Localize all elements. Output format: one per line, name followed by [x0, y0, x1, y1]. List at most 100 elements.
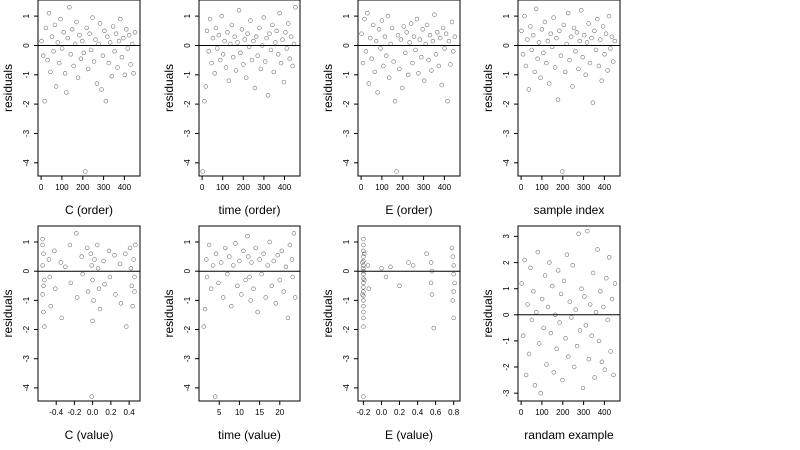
data-point: [209, 60, 214, 66]
data-point: [582, 294, 587, 299]
data-point: [359, 31, 364, 36]
data-point: [237, 258, 242, 264]
x-tick-label: 0: [359, 183, 364, 192]
data-point: [599, 359, 605, 364]
y-tick-label: -2: [342, 325, 351, 333]
data-point: [254, 34, 259, 39]
y-axis-title: residuals: [1, 64, 15, 112]
data-point: [85, 66, 91, 72]
data-point: [451, 263, 456, 268]
data-point: [411, 34, 417, 39]
data-point: [361, 315, 366, 321]
data-point: [583, 323, 589, 328]
y-tick-label: -3: [183, 129, 192, 137]
data-point: [379, 18, 385, 23]
data-point: [574, 343, 580, 349]
data-point: [107, 40, 113, 45]
data-point: [580, 54, 585, 60]
data-point: [200, 169, 205, 174]
data-point: [570, 84, 575, 89]
data-point: [203, 84, 209, 89]
data-point: [534, 310, 539, 315]
data-point: [84, 25, 89, 31]
data-point: [231, 263, 236, 268]
data-point: [40, 263, 45, 268]
data-point: [541, 325, 546, 331]
data-point: [131, 71, 136, 76]
data-point: [84, 245, 90, 251]
data-point: [362, 251, 367, 256]
data-point: [67, 242, 73, 248]
data-point: [561, 278, 567, 284]
data-point: [548, 330, 554, 336]
y-axis-title: residuals: [1, 289, 15, 337]
data-point: [522, 257, 527, 263]
data-point: [233, 241, 238, 246]
data-point: [596, 63, 601, 69]
data-point: [64, 90, 69, 95]
y-tick-label: -4: [342, 384, 351, 392]
data-point: [239, 292, 244, 297]
data-point: [226, 78, 232, 83]
data-point: [436, 63, 441, 69]
data-point: [225, 271, 230, 277]
y-axis-title: residuals: [481, 289, 495, 337]
data-point: [125, 46, 130, 51]
y-tick-label: -1: [502, 337, 511, 345]
data-point: [451, 49, 456, 54]
data-point: [426, 57, 431, 63]
data-point: [89, 263, 94, 268]
data-point: [576, 231, 581, 237]
data-point: [580, 385, 586, 391]
x-tick-label: -0.4: [49, 408, 63, 417]
data-point: [361, 324, 366, 329]
data-point: [592, 375, 597, 380]
plot-frame: [37, 225, 141, 402]
data-point: [270, 22, 275, 28]
data-point: [406, 260, 411, 265]
data-point: [361, 285, 366, 290]
data-point: [360, 60, 366, 66]
data-point: [600, 24, 606, 29]
data-point: [608, 349, 613, 354]
data-point: [611, 372, 616, 378]
data-point: [448, 62, 453, 67]
data-point: [53, 286, 58, 291]
data-point: [293, 295, 298, 300]
data-point: [606, 13, 612, 19]
data-point: [235, 283, 240, 288]
x-tick-label: 10: [235, 408, 244, 417]
data-point: [420, 27, 425, 32]
data-point: [288, 34, 294, 39]
data-point: [77, 32, 82, 38]
x-tick-label: 100: [535, 183, 549, 192]
data-point: [522, 13, 527, 19]
y-tick-label: 0: [22, 268, 31, 273]
y-axis-title: residuals: [321, 64, 335, 112]
data-point: [383, 274, 389, 280]
data-point: [589, 333, 594, 338]
data-point: [544, 362, 549, 367]
data-point: [133, 242, 138, 248]
data-point: [525, 302, 530, 307]
y-axis-title: residuals: [481, 64, 495, 112]
data-point: [279, 248, 284, 254]
x-tick-label: 400: [278, 183, 292, 192]
data-point: [602, 367, 607, 372]
data-point: [586, 357, 591, 362]
data-point: [452, 34, 457, 39]
data-point: [245, 31, 250, 36]
y-tick-label: 0: [502, 312, 511, 317]
data-point: [263, 295, 268, 300]
data-point: [113, 292, 118, 297]
data-point: [388, 264, 393, 269]
data-point: [608, 46, 613, 51]
data-point: [369, 56, 374, 61]
data-point: [68, 52, 73, 57]
data-point: [395, 32, 401, 38]
data-point: [97, 21, 103, 26]
data-point: [68, 280, 74, 286]
data-point: [204, 257, 209, 262]
data-point: [568, 34, 574, 39]
data-point: [609, 296, 615, 302]
